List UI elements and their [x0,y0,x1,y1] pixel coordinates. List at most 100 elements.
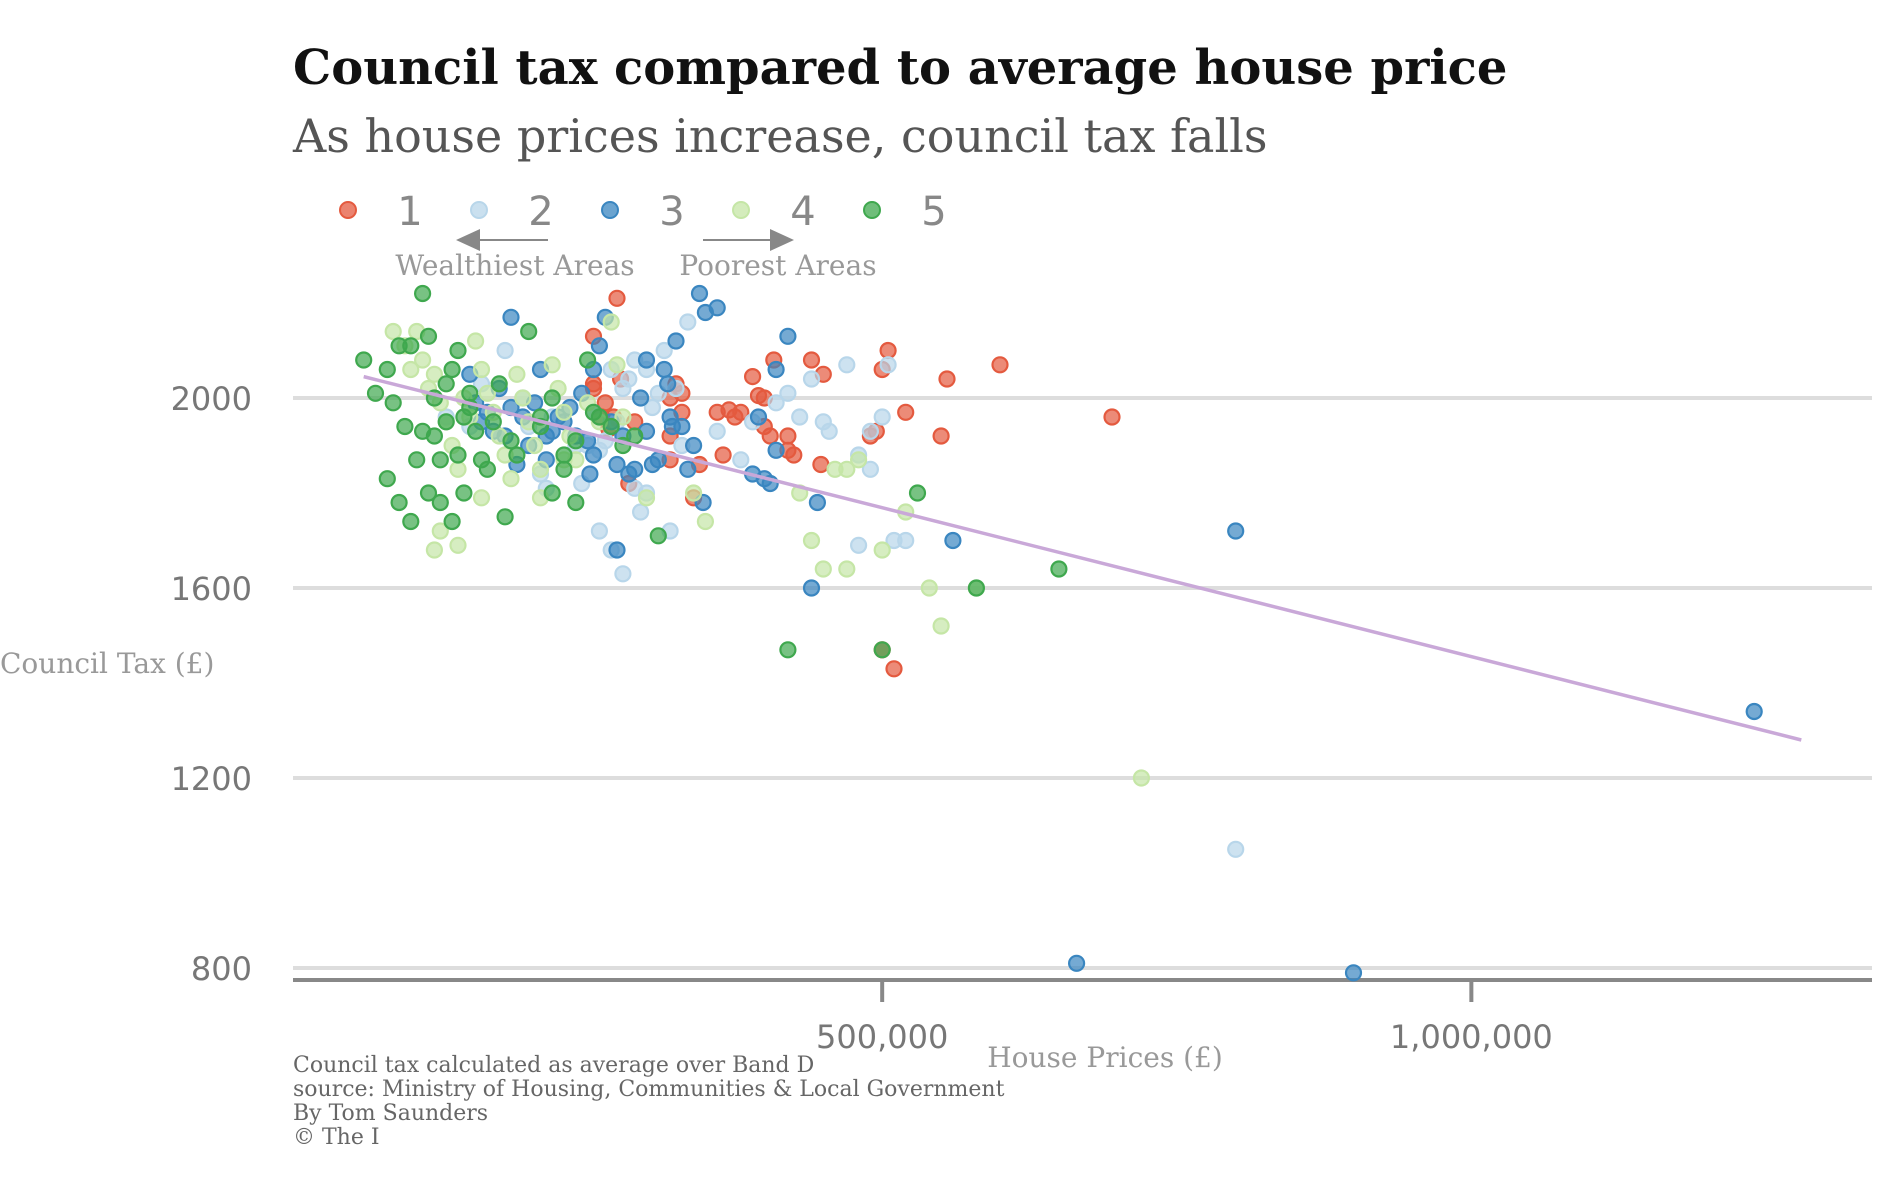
data-point-series-1 [714,446,732,464]
y-tick-label: 800 [191,950,252,988]
data-point-series-5 [484,413,502,431]
data-point-series-1 [879,341,897,360]
data-point-series-2 [631,503,650,521]
data-point-series-1 [885,660,903,678]
data-point-series-1 [802,351,821,369]
data-point-series-5 [366,384,385,402]
data-point-series-4 [531,460,550,478]
data-point-series-5 [967,579,986,597]
data-point-series-2 [873,408,891,426]
legend-swatch [601,201,619,219]
data-point-series-5 [543,389,561,407]
data-point-series-5 [490,375,508,393]
y-tick-label: 1600 [171,570,252,608]
data-point-series-2 [643,398,662,417]
data-point-series-5 [384,394,402,412]
data-point-series-4 [449,460,467,478]
data-point-series-5 [419,327,438,345]
data-point-series-1 [732,403,750,421]
y-tick-label: 2000 [171,380,252,418]
data-point-series-5 [626,427,644,445]
footnotes: Council tax calculated as average over B… [293,1053,1005,1150]
data-point-series-4 [555,403,573,421]
data-point-series-4 [431,522,449,540]
data-point-series-5 [443,512,461,531]
data-point-series-5 [602,417,620,436]
data-point-series-4 [932,617,950,635]
data-point-series-4 [637,489,656,507]
data-point-series-2 [861,460,880,478]
data-point-series-3 [608,541,626,559]
left-arrow-icon [456,229,480,251]
data-point-series-3 [708,299,726,317]
data-point-series-4 [472,360,491,379]
data-point-series-2 [861,422,880,440]
data-point-series-2 [614,565,632,583]
data-point-series-3 [673,417,691,436]
data-point-series-5 [455,484,473,502]
footnote-line: source: Ministry of Housing, Communities… [293,1077,1005,1102]
poorest-areas-label: Poorest Areas [679,249,876,282]
data-point-series-3 [779,327,797,345]
data-point-series-5 [431,451,449,469]
footnote-line: Council tax calculated as average over B… [293,1053,814,1078]
data-point-series-5 [873,641,891,659]
data-point-series-5 [543,484,561,502]
data-point-series-5 [355,351,373,369]
legend-swatch [732,201,750,219]
data-point-series-5 [443,360,461,379]
legend-label: 1 [397,189,422,235]
data-point-series-4 [425,541,443,559]
data-point-series-3 [1344,964,1363,982]
data-point-series-4 [849,451,868,469]
data-point-series-5 [396,417,414,436]
data-point-series-3 [626,460,644,478]
x-tick-label: 500,000 [816,1018,948,1056]
x-axis-label: House Prices (£) [987,1041,1223,1074]
data-point-series-4 [602,313,620,331]
chart-title: Council tax compared to average house pr… [293,40,1507,96]
data-point-series-4 [502,470,520,488]
data-point-series-4 [425,365,443,383]
data-point-series-2 [708,422,726,440]
data-point-series-2 [897,531,915,550]
data-point-series-4 [514,389,532,407]
data-point-series-3 [590,337,609,355]
legend-label: 2 [528,189,553,235]
legend-swatch [470,201,488,219]
data-point-series-1 [761,427,779,445]
data-point-series-5 [649,527,667,545]
x-axis-ticks: 500,000 1,000,000 [816,980,1553,1056]
legend: 1 2 3 4 5 [339,189,947,235]
data-point-series-1 [938,370,956,388]
data-point-series-3 [1745,702,1763,721]
data-point-series-4 [543,356,561,374]
footnote-line: By Tom Saunders [293,1101,488,1126]
y-axis-label: Council Tax (£) [0,647,214,680]
data-point-series-4 [802,531,821,550]
data-point-series-2 [496,341,514,360]
data-point-series-3 [584,446,603,464]
data-point-series-4 [414,351,432,369]
data-point-series-4 [873,541,891,559]
data-point-series-1 [743,368,762,386]
data-point-series-5 [567,493,585,512]
data-point-series-5 [408,451,426,469]
data-point-series-2 [620,370,638,388]
data-point-series-4 [467,332,485,350]
data-point-series-5 [567,432,585,450]
data-point-series-3 [1227,522,1245,540]
gridlines [293,396,1872,970]
data-point-series-2 [820,422,838,440]
footnote-line: © The I [293,1125,380,1150]
legend-label: 3 [659,189,684,235]
data-point-series-4 [478,384,496,402]
data-point-series-2 [791,408,809,426]
data-point-series-5 [419,484,438,502]
data-point-series-3 [649,451,667,469]
data-point-series-2 [849,536,868,554]
data-point-series-4 [449,536,467,554]
legend-label: 5 [921,189,946,235]
legend-swatch [339,201,357,219]
data-point-series-2 [679,313,697,331]
